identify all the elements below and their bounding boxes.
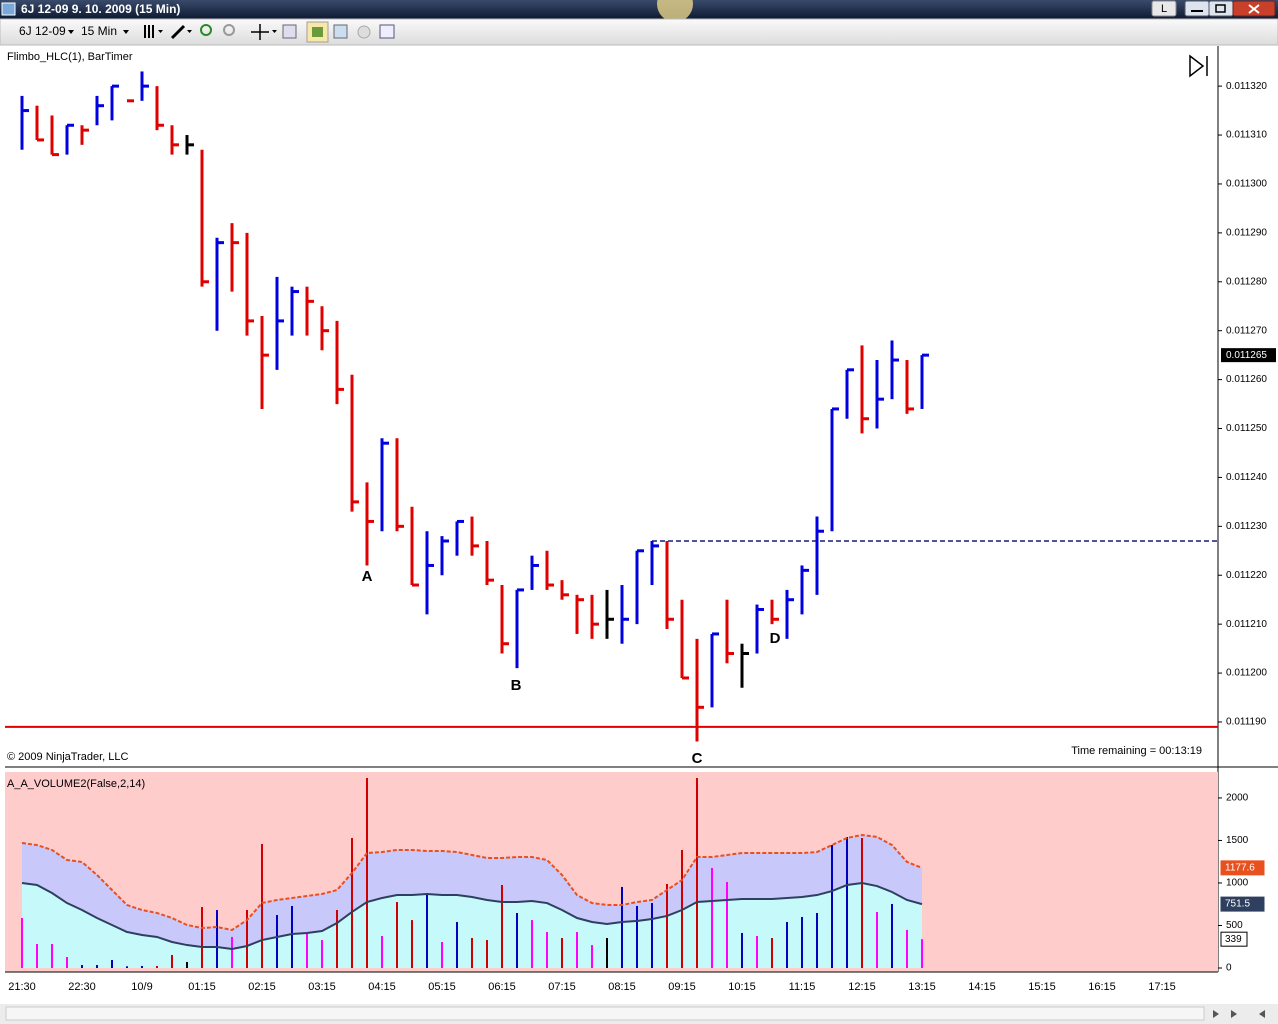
last-value-box bbox=[1220, 896, 1265, 912]
x-tick-label: 07:15 bbox=[548, 981, 576, 993]
y-tick-label: 0.011220 bbox=[1226, 570, 1267, 581]
x-tick-label: 13:15 bbox=[908, 981, 936, 993]
price-panel bbox=[5, 46, 1218, 766]
x-tick-label: 04:15 bbox=[368, 981, 396, 993]
x-tick-label: 16:15 bbox=[1088, 981, 1116, 993]
x-tick-label: 02:15 bbox=[248, 981, 276, 993]
zoom-out-button[interactable] bbox=[223, 24, 235, 36]
interval-selector[interactable]: 15 Min bbox=[81, 24, 117, 38]
dropdown-arrow[interactable] bbox=[187, 30, 192, 33]
x-tick-label: 08:15 bbox=[608, 981, 636, 993]
x-tick-label: 10/9 bbox=[131, 981, 152, 993]
y-tick-label: 0.011300 bbox=[1226, 179, 1267, 190]
link-button-label[interactable]: L bbox=[1161, 3, 1167, 15]
y-tick-label: 0 bbox=[1226, 963, 1232, 974]
x-tick-label: 22:30 bbox=[68, 981, 96, 993]
x-tick-label: 01:15 bbox=[188, 981, 216, 993]
last-value-box bbox=[1220, 860, 1265, 876]
dropdown-arrow[interactable] bbox=[123, 30, 129, 34]
dropdown-arrow[interactable] bbox=[272, 30, 277, 33]
y-tick-label: 2000 bbox=[1226, 793, 1249, 804]
toolbar bbox=[0, 18, 1278, 46]
zoom-in-button[interactable] bbox=[200, 24, 212, 36]
last-value-box bbox=[1220, 931, 1248, 947]
copyright: © 2009 NinjaTrader, LLC bbox=[7, 751, 128, 763]
y-tick-label: 1000 bbox=[1226, 878, 1249, 889]
last-value-label: 751.5 bbox=[1225, 899, 1250, 910]
last-value-label: 1177.6 bbox=[1225, 863, 1255, 874]
instrument-selector[interactable]: 6J 12-09 bbox=[19, 24, 66, 38]
last-price-label: 0.011265 bbox=[1226, 350, 1267, 361]
price-plot: 0.011190 0.011200 0.011210 0.011220 0.011230… bbox=[5, 71, 1276, 767]
y-tick-label: 0.011240 bbox=[1226, 472, 1267, 483]
upper-band-line bbox=[21, 833, 923, 932]
record-button[interactable] bbox=[357, 25, 371, 39]
y-tick-label: 0.011230 bbox=[1226, 521, 1267, 532]
y-tick-label: 0.011210 bbox=[1226, 619, 1267, 630]
app-icon bbox=[1, 2, 16, 16]
volume-panel-title: A_A_VOLUME2(False,2,14) bbox=[7, 778, 145, 790]
dropdown-arrow[interactable] bbox=[68, 30, 74, 34]
y-tick-label: 0.011310 bbox=[1226, 130, 1267, 141]
volume-plot: 0 500 1000 1500 2000 1177.6 751.5 339 bbox=[21, 778, 1265, 974]
x-tick-label: 21:30 bbox=[8, 981, 36, 993]
x-tick-label: 05:15 bbox=[428, 981, 456, 993]
restore-button[interactable] bbox=[1208, 0, 1234, 17]
x-tick-label: 14:15 bbox=[968, 981, 996, 993]
window-title: 6J 12-09 9. 10. 2009 (15 Min) bbox=[21, 2, 180, 16]
y-tick-label: 0.011190 bbox=[1226, 717, 1267, 728]
annotation: D bbox=[770, 630, 781, 647]
scrollbar-track[interactable] bbox=[5, 1006, 1205, 1021]
y-tick-label: 0.011250 bbox=[1226, 423, 1267, 434]
link-button[interactable] bbox=[1151, 0, 1177, 17]
scroll-to-end-button[interactable] bbox=[1189, 54, 1208, 78]
bar-style-button[interactable] bbox=[144, 25, 154, 38]
x-tick-label: 12:15 bbox=[848, 981, 876, 993]
title-bar bbox=[0, 0, 1278, 19]
glow-orb bbox=[657, 0, 693, 22]
annotation: A bbox=[362, 568, 373, 585]
data-box-button[interactable] bbox=[379, 24, 395, 39]
minimize-button[interactable] bbox=[1184, 0, 1210, 17]
y-tick-label: 0.011290 bbox=[1226, 228, 1267, 239]
y-tick-label: 0.011260 bbox=[1226, 374, 1267, 385]
close-icon bbox=[1248, 4, 1260, 14]
price-panel-title: Flimbo_HLC(1), BarTimer bbox=[7, 51, 133, 63]
y-tick-label: 0.011270 bbox=[1226, 325, 1267, 336]
bar-timer: Time remaining = 00:13:19 bbox=[1071, 745, 1202, 757]
x-tick-label: 15:15 bbox=[1028, 981, 1056, 993]
y-tick-label: 0.011280 bbox=[1226, 276, 1267, 287]
value-axis-area bbox=[1218, 46, 1278, 1006]
properties-button[interactable] bbox=[282, 24, 297, 39]
x-tick-label: 06:15 bbox=[488, 981, 516, 993]
x-tick-label: 11:15 bbox=[789, 981, 816, 993]
crosshair-button[interactable] bbox=[251, 24, 269, 40]
drawing-tool-button[interactable] bbox=[170, 24, 186, 40]
x-tick-label: 03:15 bbox=[308, 981, 336, 993]
restore-icon bbox=[1215, 4, 1226, 13]
y-tick-label: 500 bbox=[1226, 920, 1243, 931]
strategy-icon bbox=[312, 27, 323, 37]
y-tick-label: 0.011200 bbox=[1226, 668, 1267, 679]
annotation: B bbox=[511, 677, 522, 694]
annotation: C bbox=[692, 750, 703, 767]
x-tick-label: 10:15 bbox=[728, 981, 756, 993]
x-tick-label: 09:15 bbox=[668, 981, 696, 993]
x-tick-label: 17:15 bbox=[1148, 981, 1176, 993]
indicator-button[interactable] bbox=[333, 24, 348, 39]
dropdown-arrow[interactable] bbox=[158, 30, 163, 33]
last-value-label: 339 bbox=[1225, 934, 1242, 945]
last-price-box bbox=[1221, 348, 1276, 363]
lower-band-line bbox=[21, 881, 923, 951]
y-tick-label: 1500 bbox=[1226, 835, 1249, 846]
y-tick-label: 0.011320 bbox=[1226, 81, 1267, 92]
